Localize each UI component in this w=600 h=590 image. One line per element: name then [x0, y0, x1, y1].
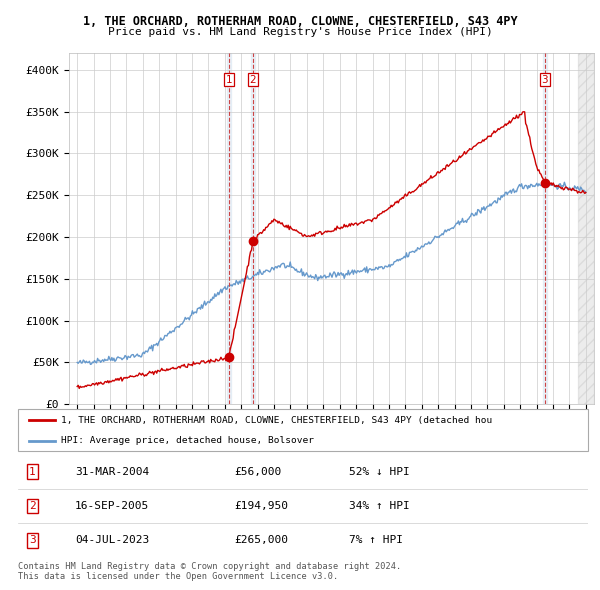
Text: 31-MAR-2004: 31-MAR-2004: [75, 467, 149, 477]
Text: 1: 1: [29, 467, 35, 477]
Text: 1: 1: [226, 75, 232, 85]
Text: This data is licensed under the Open Government Licence v3.0.: This data is licensed under the Open Gov…: [18, 572, 338, 581]
Text: Price paid vs. HM Land Registry's House Price Index (HPI): Price paid vs. HM Land Registry's House …: [107, 27, 493, 37]
Text: 3: 3: [541, 75, 548, 85]
FancyBboxPatch shape: [18, 409, 588, 451]
Text: HPI: Average price, detached house, Bolsover: HPI: Average price, detached house, Bols…: [61, 436, 314, 445]
Text: 3: 3: [29, 535, 35, 545]
Text: £194,950: £194,950: [235, 501, 289, 511]
Text: Contains HM Land Registry data © Crown copyright and database right 2024.: Contains HM Land Registry data © Crown c…: [18, 562, 401, 571]
Bar: [227, 53, 231, 404]
Bar: [543, 53, 547, 404]
Text: 16-SEP-2005: 16-SEP-2005: [75, 501, 149, 511]
Text: 1, THE ORCHARD, ROTHERHAM ROAD, CLOWNE, CHESTERFIELD, S43 4PY (detached hou: 1, THE ORCHARD, ROTHERHAM ROAD, CLOWNE, …: [61, 416, 492, 425]
Text: 34% ↑ HPI: 34% ↑ HPI: [349, 501, 409, 511]
Text: £56,000: £56,000: [235, 467, 282, 477]
Text: £265,000: £265,000: [235, 535, 289, 545]
Text: 7% ↑ HPI: 7% ↑ HPI: [349, 535, 403, 545]
Bar: [578, 53, 594, 404]
Bar: [251, 53, 255, 404]
Text: 1, THE ORCHARD, ROTHERHAM ROAD, CLOWNE, CHESTERFIELD, S43 4PY: 1, THE ORCHARD, ROTHERHAM ROAD, CLOWNE, …: [83, 15, 517, 28]
Text: 52% ↓ HPI: 52% ↓ HPI: [349, 467, 409, 477]
Text: 2: 2: [29, 501, 35, 511]
Text: 2: 2: [250, 75, 256, 85]
Text: 04-JUL-2023: 04-JUL-2023: [75, 535, 149, 545]
